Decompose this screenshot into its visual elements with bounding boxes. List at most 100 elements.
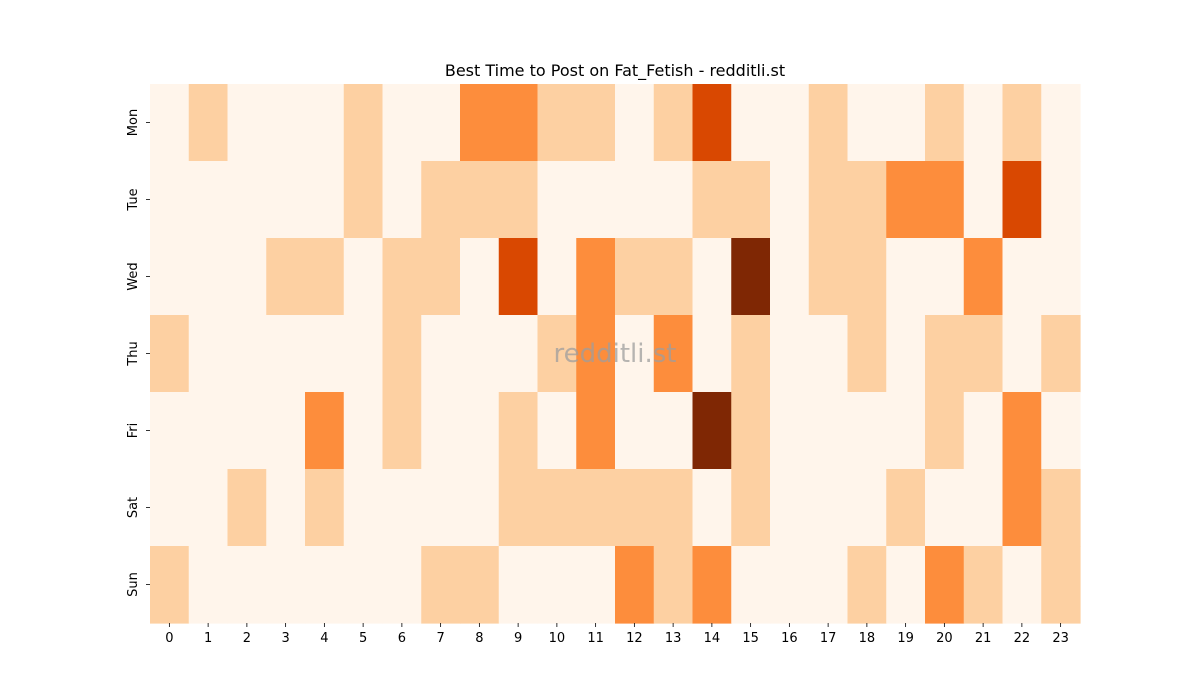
- heatmap-cell-mon-22: [1002, 84, 1042, 162]
- heatmap-cell-sun-11: [576, 546, 616, 624]
- chart-title: Best Time to Post on Fat_Fetish - reddit…: [445, 61, 785, 81]
- heatmap-cell-wed-3: [266, 238, 306, 316]
- heatmap-cell-fri-14: [692, 392, 732, 470]
- heatmap-cell-mon-23: [1041, 84, 1081, 162]
- heatmap-cell-tue-13: [653, 161, 694, 239]
- heatmap-cell-mon-8: [460, 84, 500, 162]
- heatmap-cell-tue-3: [266, 161, 306, 239]
- x-tick-label: 23: [1052, 631, 1069, 646]
- heatmap-cell-sun-12: [615, 546, 655, 624]
- heatmap-cell-sun-9: [498, 546, 539, 624]
- heatmap-cell-fri-23: [1041, 392, 1081, 470]
- heatmap-cell-sun-0: [150, 546, 190, 624]
- heatmap-cell-thu-1: [188, 315, 229, 393]
- heatmap-cell-thu-23: [1041, 315, 1081, 393]
- x-tick-label: 2: [243, 631, 251, 646]
- heatmap-cell-tue-15: [731, 161, 771, 239]
- heatmap-cell-mon-20: [925, 84, 965, 162]
- heatmap-cell-fri-19: [886, 392, 926, 470]
- heatmap-cell-thu-13: [653, 315, 694, 393]
- heatmap-cell-fri-18: [847, 392, 887, 470]
- heatmap-cell-sun-20: [925, 546, 965, 624]
- heatmap-cell-mon-16: [770, 84, 810, 162]
- heatmap-cell-thu-21: [963, 315, 1004, 393]
- x-tick-label: 14: [704, 631, 721, 646]
- heatmap-cell-sat-1: [188, 469, 229, 547]
- heatmap-cell-thu-6: [382, 315, 422, 393]
- heatmap-cell-fri-15: [731, 392, 771, 470]
- heatmap-cell-tue-9: [498, 161, 539, 239]
- heatmap-cell-sun-14: [692, 546, 732, 624]
- heatmap-cell-tue-18: [847, 161, 887, 239]
- heatmap-cell-thu-14: [692, 315, 732, 393]
- heatmap-cell-sun-15: [731, 546, 771, 624]
- heatmap-cell-tue-8: [460, 161, 500, 239]
- heatmap-cell-fri-7: [421, 392, 461, 470]
- heatmap-cell-tue-17: [808, 161, 849, 239]
- heatmap-cell-fri-9: [498, 392, 539, 470]
- heatmap-cell-sat-5: [343, 469, 384, 547]
- x-tick-label: 18: [859, 631, 876, 646]
- heatmap-cell-wed-4: [305, 238, 345, 316]
- watermark-text: redditli.st: [554, 339, 677, 369]
- heatmap-cell-mon-13: [653, 84, 694, 162]
- x-tick-label: 19: [897, 631, 914, 646]
- heatmap-cell-tue-16: [770, 161, 810, 239]
- heatmap-cell-sun-18: [847, 546, 887, 624]
- heatmap-cell-thu-20: [925, 315, 965, 393]
- heatmap-cell-mon-18: [847, 84, 887, 162]
- x-tick-label: 1: [204, 631, 212, 646]
- heatmap-cell-mon-19: [886, 84, 926, 162]
- heatmap-cell-sat-11: [576, 469, 616, 547]
- heatmap-cell-tue-21: [963, 161, 1004, 239]
- x-tick-label: 15: [742, 631, 759, 646]
- heatmap-cell-thu-8: [460, 315, 500, 393]
- heatmap-cell-sat-7: [421, 469, 461, 547]
- heatmap-cell-wed-13: [653, 238, 694, 316]
- heatmap-cell-fri-13: [653, 392, 694, 470]
- heatmap-cell-fri-3: [266, 392, 306, 470]
- heatmap-cell-thu-7: [421, 315, 461, 393]
- heatmap-cell-tue-1: [188, 161, 229, 239]
- heatmap-cell-wed-9: [498, 238, 539, 316]
- heatmap-cell-tue-4: [305, 161, 345, 239]
- heatmap-cell-mon-6: [382, 84, 422, 162]
- y-tick-label: Fri: [126, 423, 141, 439]
- y-tick-label: Wed: [126, 262, 141, 290]
- heatmap-cell-wed-17: [808, 238, 849, 316]
- heatmap-cell-sun-22: [1002, 546, 1042, 624]
- heatmap-cell-wed-16: [770, 238, 810, 316]
- heatmap-cell-sat-15: [731, 469, 771, 547]
- heatmap-cell-wed-23: [1041, 238, 1081, 316]
- y-tick-label: Sat: [126, 497, 141, 518]
- heatmap-cells: [150, 84, 1081, 624]
- heatmap-cell-wed-19: [886, 238, 926, 316]
- heatmap-cell-sat-10: [537, 469, 577, 547]
- heatmap-cell-thu-10: [537, 315, 577, 393]
- heatmap-cell-fri-1: [188, 392, 229, 470]
- heatmap-cell-mon-4: [305, 84, 345, 162]
- heatmap-cell-mon-1: [188, 84, 229, 162]
- heatmap-cell-mon-9: [498, 84, 539, 162]
- heatmap-cell-tue-23: [1041, 161, 1081, 239]
- heatmap-cell-sat-21: [963, 469, 1004, 547]
- heatmap-cell-wed-20: [925, 238, 965, 316]
- heatmap-cell-sat-9: [498, 469, 539, 547]
- heatmap-cell-sun-13: [653, 546, 694, 624]
- heatmap-cell-tue-5: [343, 161, 384, 239]
- heatmap-cell-wed-5: [343, 238, 384, 316]
- x-tick-label: 17: [820, 631, 837, 646]
- heatmap-cell-sat-4: [305, 469, 345, 547]
- heatmap-cell-sun-19: [886, 546, 926, 624]
- heatmap-cell-tue-14: [692, 161, 732, 239]
- heatmap-cell-mon-15: [731, 84, 771, 162]
- heatmap-cell-wed-8: [460, 238, 500, 316]
- heatmap-cell-sat-19: [886, 469, 926, 547]
- heatmap-cell-thu-19: [886, 315, 926, 393]
- heatmap-cell-fri-6: [382, 392, 422, 470]
- heatmap-cell-thu-3: [266, 315, 306, 393]
- x-tick-label: 5: [359, 631, 367, 646]
- heatmap-cell-tue-10: [537, 161, 577, 239]
- x-tick-label: 9: [514, 631, 522, 646]
